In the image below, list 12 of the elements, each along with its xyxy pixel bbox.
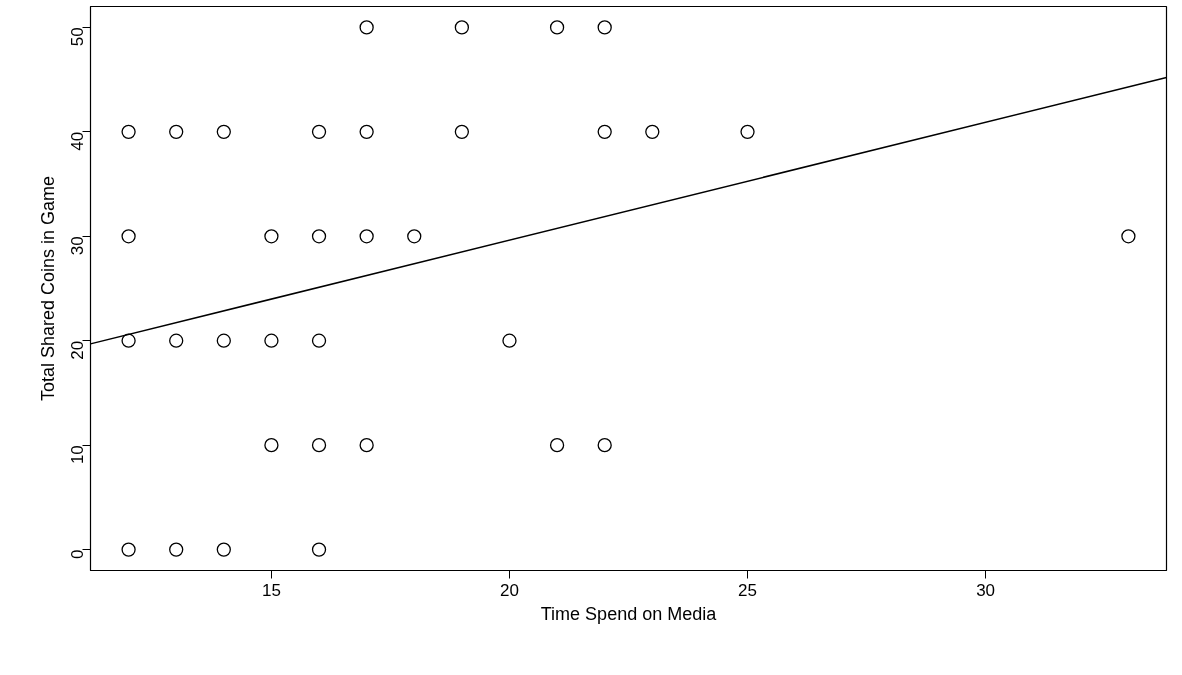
x-tick-label: 20 [500,580,519,600]
x-axis-title: Time Spend on Media [540,603,718,624]
y-tick-label: 0 [68,549,88,560]
x-tick-label: 30 [976,580,996,600]
y-axis-title: Total Shared Coins in Game [37,175,58,402]
y-tick-label: 20 [68,340,88,360]
y-tick-label: 50 [68,27,88,47]
y-tick-label: 30 [68,236,88,256]
x-tick-label: 25 [738,580,757,600]
x-tick-label: 15 [261,580,281,600]
y-tick-label: 10 [68,445,88,465]
y-tick-label: 40 [68,131,88,151]
